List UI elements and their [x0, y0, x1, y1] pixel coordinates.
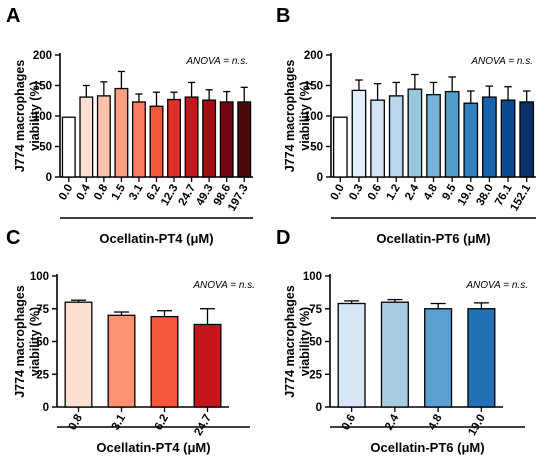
x-tick-label: 24.7: [177, 183, 199, 208]
x-tick-label: 2.4: [403, 182, 422, 202]
y-tick-label: 100: [30, 271, 49, 283]
y-tick-label: 100: [304, 111, 323, 123]
anova-annotation: ANOVA = n.s.: [470, 56, 533, 67]
x-tick-label: 0.3: [347, 183, 365, 203]
bar: [426, 94, 441, 178]
bar: [407, 88, 423, 178]
panel-letter: A: [6, 5, 20, 27]
x-tick-label: 19.0: [456, 183, 478, 208]
bar: [184, 96, 199, 178]
bar: [370, 99, 385, 178]
x-axis-title: Ocellatin-PT4 (μM): [96, 440, 210, 455]
x-tick-label: 2.4: [383, 412, 402, 432]
bar: [424, 308, 453, 408]
y-tick-label: 0: [43, 402, 49, 414]
y-axis-title: J774 macrophagesviability (%): [13, 285, 42, 398]
x-tick-label: 12.3: [159, 183, 181, 208]
x-tick-label: 6.2: [153, 413, 171, 433]
bar: [114, 87, 129, 178]
bar: [107, 314, 136, 408]
y-tick-label: 150: [33, 81, 52, 93]
y-tick-label: 50: [36, 337, 49, 349]
bar: [463, 102, 479, 178]
y-tick-label: 50: [310, 142, 323, 154]
bar: [96, 95, 111, 178]
x-tick-label: 4.8: [426, 412, 445, 432]
y-axis-title: J774 macrophagesviability (%): [13, 60, 42, 173]
chart-panel-c: C J774 macrophagesviability (%)0 25 50 75 100…: [6, 227, 255, 455]
anova-annotation: ANOVA = n.s.: [192, 280, 255, 291]
x-tick-label: 3.1: [127, 182, 146, 202]
chart-panel-d: D J774 macrophagesviability (%) 0 25 50 75 100…: [276, 227, 528, 455]
x-tick-label: 0.4: [75, 182, 94, 202]
y-tick-label: 0: [46, 172, 52, 184]
bar: [64, 301, 93, 408]
x-tick-label: 0.8: [92, 182, 111, 202]
y-tick-label: 50: [39, 142, 52, 154]
chart-panel-b: B J774 macrophagesviability (%) 0 50 100 150 2…: [276, 5, 536, 246]
x-tick-label: 152.1: [508, 182, 533, 213]
bar: [388, 95, 404, 178]
bar: [149, 105, 164, 178]
panel-letter: B: [276, 5, 290, 27]
bar: [519, 101, 535, 178]
x-tick-label: 24.7: [193, 413, 215, 438]
y-tick-label: 200: [33, 50, 52, 62]
y-tick-label: 100: [33, 111, 52, 123]
bar: [482, 96, 497, 178]
x-tick-label: 1.2: [384, 183, 402, 203]
y-tick-label: 50: [309, 337, 322, 349]
chart-panel-a: A J774 macrophagesviability (%) 0 50 100 150 2…: [6, 5, 253, 246]
bar: [61, 116, 76, 178]
x-axis-title: Ocellatin-PT6 (μM): [376, 231, 490, 246]
panel-letter: D: [276, 227, 290, 249]
y-tick-label: 100: [303, 271, 322, 283]
x-tick-label: 0.0: [329, 183, 347, 203]
bar: [237, 101, 252, 178]
bar: [337, 302, 366, 408]
anova-annotation: ANOVA = n.s.: [185, 56, 248, 67]
y-tick-label: 200: [304, 50, 323, 62]
x-tick-label: 0.0: [57, 183, 75, 203]
x-tick-label: 49.3: [194, 183, 216, 208]
bar: [444, 90, 460, 178]
y-tick-label: 0: [317, 172, 323, 184]
anova-annotation: ANOVA = n.s.: [465, 280, 528, 291]
bar: [167, 98, 182, 178]
y-tick-label: 150: [304, 81, 323, 93]
bar: [193, 323, 222, 408]
x-tick-label: 1.5: [110, 182, 129, 202]
bar: [380, 301, 409, 408]
y-tick-label: 25: [36, 369, 49, 381]
x-tick-label: 0.6: [340, 413, 358, 433]
bar: [131, 101, 146, 178]
x-tick-label: 0.6: [366, 183, 384, 203]
x-tick-label: 3.1: [110, 412, 129, 432]
bar: [202, 99, 217, 178]
y-axis-title: J774 macrophagesviability (%): [283, 285, 312, 398]
bar: [467, 308, 496, 408]
panel-letter: C: [6, 227, 20, 249]
y-tick-label: 75: [309, 304, 322, 316]
x-tick-label: 19.0: [466, 413, 488, 438]
y-tick-label: 0: [316, 402, 322, 414]
bar: [150, 315, 179, 408]
x-tick-label: 38.0: [474, 183, 496, 208]
bar: [332, 116, 348, 178]
y-axis-title: J774 macrophagesviability (%): [283, 60, 312, 173]
x-axis-title: Ocellatin-PT4 (μM): [99, 231, 213, 246]
x-tick-label: 4.8: [422, 182, 441, 202]
bar: [79, 96, 94, 178]
y-tick-label: 25: [309, 369, 322, 381]
x-tick-label: 0.8: [67, 412, 86, 432]
bar: [351, 89, 367, 178]
x-axis-title: Ocellatin-PT6 (μM): [370, 440, 484, 455]
y-tick-label: 75: [36, 304, 49, 316]
bar: [219, 101, 234, 178]
bar: [500, 99, 516, 178]
